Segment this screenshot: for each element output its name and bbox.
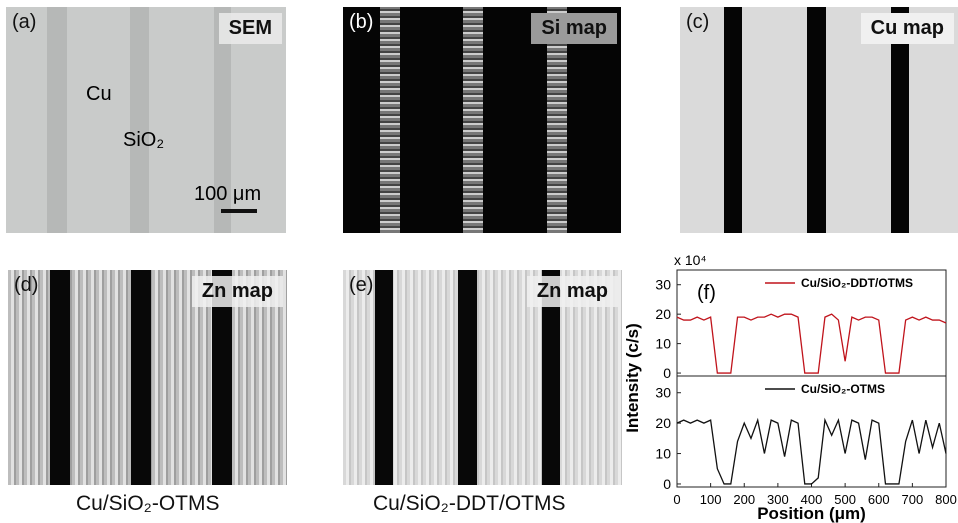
annotation: Cu [86,83,112,105]
panel-label: (f) [697,282,716,304]
panel-label: (b) [349,11,374,33]
panel-tag: SEM [218,13,282,44]
y-tick-label: 0 [663,476,671,492]
x-tick-label: 100 [700,492,722,507]
x-tick-label: 400 [801,492,823,507]
panel-label: (a) [12,11,37,33]
y-tick-label: 30 [655,277,671,293]
line-series [676,313,947,374]
y-tick-label: 30 [655,385,671,401]
annotation: SiO₂ [123,129,165,151]
x-tick-label: 200 [733,492,755,507]
x-tick-label: 800 [935,492,957,507]
si-map: (b) Si map [343,7,621,233]
panel-label: (d) [14,274,39,296]
y-axis-label: Intensity (c/s) [623,323,642,433]
legend-label: Cu/SiO₂-DDT/OTMS [801,276,913,290]
panel-tag: Si map [531,13,617,44]
caption: Cu/SiO₂-OTMS [76,492,220,515]
axis-multiplier: x 10⁴ [674,252,706,268]
panel-label: (c) [686,11,710,33]
scale-bar-label: 100 μm [194,183,262,205]
x-axis-label: Position (μm) [757,504,866,523]
x-tick-label: 600 [868,492,890,507]
x-tick-label: 300 [767,492,789,507]
zn-map: (e) Zn map [343,270,622,485]
panel-tag: Zn map [526,276,618,307]
y-tick-label: 20 [655,415,671,431]
legend-label: Cu/SiO₂-OTMS [801,382,885,396]
y-tick-label: 0 [663,365,671,381]
sem-image: (a) SEM Cu SiO₂ 100 μm [6,7,286,233]
panel-tag: Zn map [191,276,283,307]
y-tick-label: 10 [655,336,671,352]
x-tick-label: 0 [673,492,680,507]
line-series [676,417,947,485]
caption: Cu/SiO₂-DDT/OTMS [373,492,566,515]
x-tick-label: 500 [834,492,856,507]
zn-map: (d) Zn map [8,270,287,485]
y-tick-label: 20 [655,306,671,322]
x-tick-label: 700 [902,492,924,507]
panel-tag: Cu map [860,13,954,44]
cu-map: (c) Cu map [680,7,958,233]
scale-bar [221,209,257,213]
panel-label: (e) [349,274,374,296]
y-tick-label: 10 [655,446,671,462]
